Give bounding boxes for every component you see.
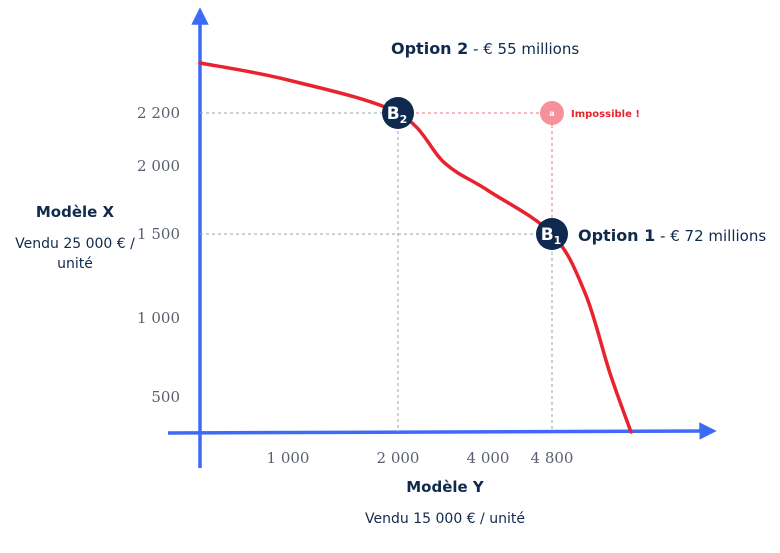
point-marker-b2 — [382, 97, 414, 129]
option-1-annotation-value: - € 72 millions — [655, 227, 766, 245]
x-tick-label: 4 000 — [467, 449, 510, 467]
y-tick-label: 2 200 — [137, 104, 180, 122]
x-axis-line — [167, 422, 717, 440]
option-2-annotation: Option 2 - € 55 millions — [391, 39, 579, 58]
point-label-subscript: 2 — [400, 113, 408, 126]
point-marker-a — [540, 101, 564, 125]
y-axis-subtitle: Vendu 25 000 € / unité — [15, 236, 135, 272]
frontier-curve — [198, 61, 633, 434]
y-tick-label: 1 000 — [137, 309, 180, 327]
option-2-annotation-bold: Option 2 — [391, 39, 468, 58]
y-tick-label: 500 — [151, 388, 180, 406]
x-tick-label: 2 000 — [377, 449, 420, 467]
point-label-a: a — [549, 109, 554, 118]
impossible-label: Impossible ! — [571, 109, 640, 120]
point-label-subscript: 1 — [554, 234, 562, 247]
y-axis-title: Modèle X — [35, 203, 115, 221]
option-1-annotation-bold: Option 1 — [578, 226, 655, 245]
x-axis-subtitle: Vendu 15 000 € / unité — [365, 511, 525, 527]
x-axis-title: Modèle Y — [406, 478, 484, 496]
option-1-annotation: Option 1 - € 72 millions — [578, 226, 766, 245]
option-2-annotation-value: - € 55 millions — [468, 40, 579, 58]
x-tick-label: 4 800 — [531, 449, 574, 467]
y-tick-label: 1 500 — [137, 225, 180, 243]
y-tick-label: 2 000 — [137, 157, 180, 175]
x-tick-label: 1 000 — [267, 449, 310, 467]
point-marker-b1 — [536, 218, 568, 250]
